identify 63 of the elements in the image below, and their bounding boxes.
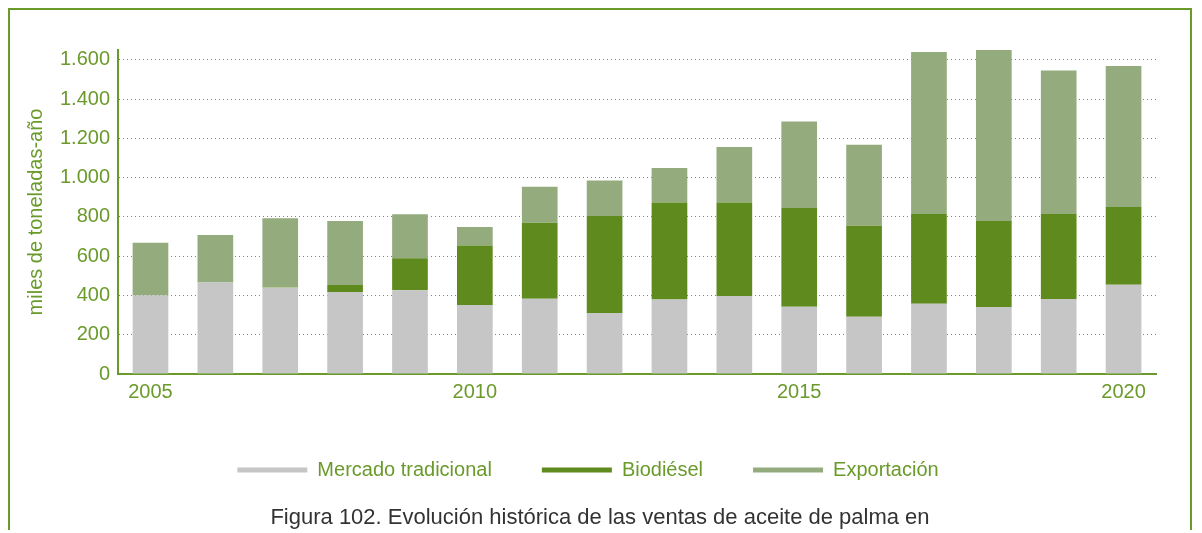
bar bbox=[1040, 298, 1077, 374]
bar bbox=[586, 215, 623, 313]
bar bbox=[132, 242, 169, 296]
bar bbox=[975, 307, 1012, 374]
bar bbox=[197, 282, 234, 374]
bar bbox=[716, 202, 753, 297]
y-tick-label: 1.400 bbox=[59, 86, 111, 109]
bar bbox=[392, 290, 428, 374]
bar bbox=[392, 214, 428, 259]
bar bbox=[327, 221, 363, 286]
bar bbox=[521, 186, 558, 223]
bar bbox=[846, 225, 882, 317]
y-tick-label: 1.200 bbox=[59, 125, 111, 148]
bar bbox=[586, 312, 623, 374]
x-tick-label: 2015 bbox=[776, 379, 822, 402]
y-tick-label: 400 bbox=[76, 282, 111, 305]
x-tick-label: 2020 bbox=[1101, 379, 1146, 402]
bar bbox=[327, 285, 363, 293]
bar bbox=[911, 303, 947, 374]
y-axis-title: miles de toneladas-año bbox=[23, 108, 46, 316]
legend-label: Exportación bbox=[833, 457, 939, 480]
y-tick-label: 800 bbox=[76, 204, 111, 227]
bar bbox=[716, 147, 753, 203]
bar bbox=[586, 180, 623, 216]
bar bbox=[781, 306, 818, 374]
bar bbox=[1040, 70, 1077, 214]
bar bbox=[1040, 213, 1077, 299]
bar bbox=[975, 221, 1012, 308]
y-tick-label: 1.000 bbox=[59, 165, 111, 188]
bar bbox=[457, 304, 493, 374]
bar bbox=[521, 222, 558, 299]
bar bbox=[132, 295, 169, 374]
bar bbox=[457, 245, 493, 305]
y-tick-label: 600 bbox=[76, 243, 111, 266]
x-tick-label: 2010 bbox=[452, 379, 498, 402]
bar bbox=[716, 296, 753, 374]
text: Figura 102. Evolución histórica de las ventas de aceite de palma en bbox=[269, 504, 931, 530]
bar bbox=[781, 121, 818, 208]
bar bbox=[781, 207, 818, 307]
legend-label: Mercado tradicional bbox=[317, 457, 492, 480]
legend-label: Biodiésel bbox=[621, 457, 704, 480]
bar bbox=[846, 144, 882, 226]
bar bbox=[1105, 65, 1142, 208]
bar bbox=[262, 287, 299, 374]
bar bbox=[262, 218, 299, 287]
bar bbox=[911, 213, 947, 304]
y-tick-label: 0 bbox=[98, 361, 111, 384]
bar bbox=[651, 299, 688, 374]
bar bbox=[1105, 284, 1142, 374]
bar bbox=[651, 168, 688, 203]
bar bbox=[911, 51, 947, 214]
bar bbox=[327, 292, 363, 374]
bar bbox=[457, 226, 493, 246]
bar bbox=[975, 50, 1012, 222]
bar bbox=[521, 298, 558, 374]
bar bbox=[846, 316, 882, 374]
bar bbox=[651, 202, 688, 300]
bar bbox=[1105, 207, 1142, 285]
bar bbox=[197, 234, 234, 283]
x-tick-label: 2005 bbox=[128, 379, 173, 402]
bar bbox=[392, 258, 428, 291]
y-tick-label: 200 bbox=[76, 322, 111, 345]
y-tick-label: 1.600 bbox=[59, 47, 111, 70]
